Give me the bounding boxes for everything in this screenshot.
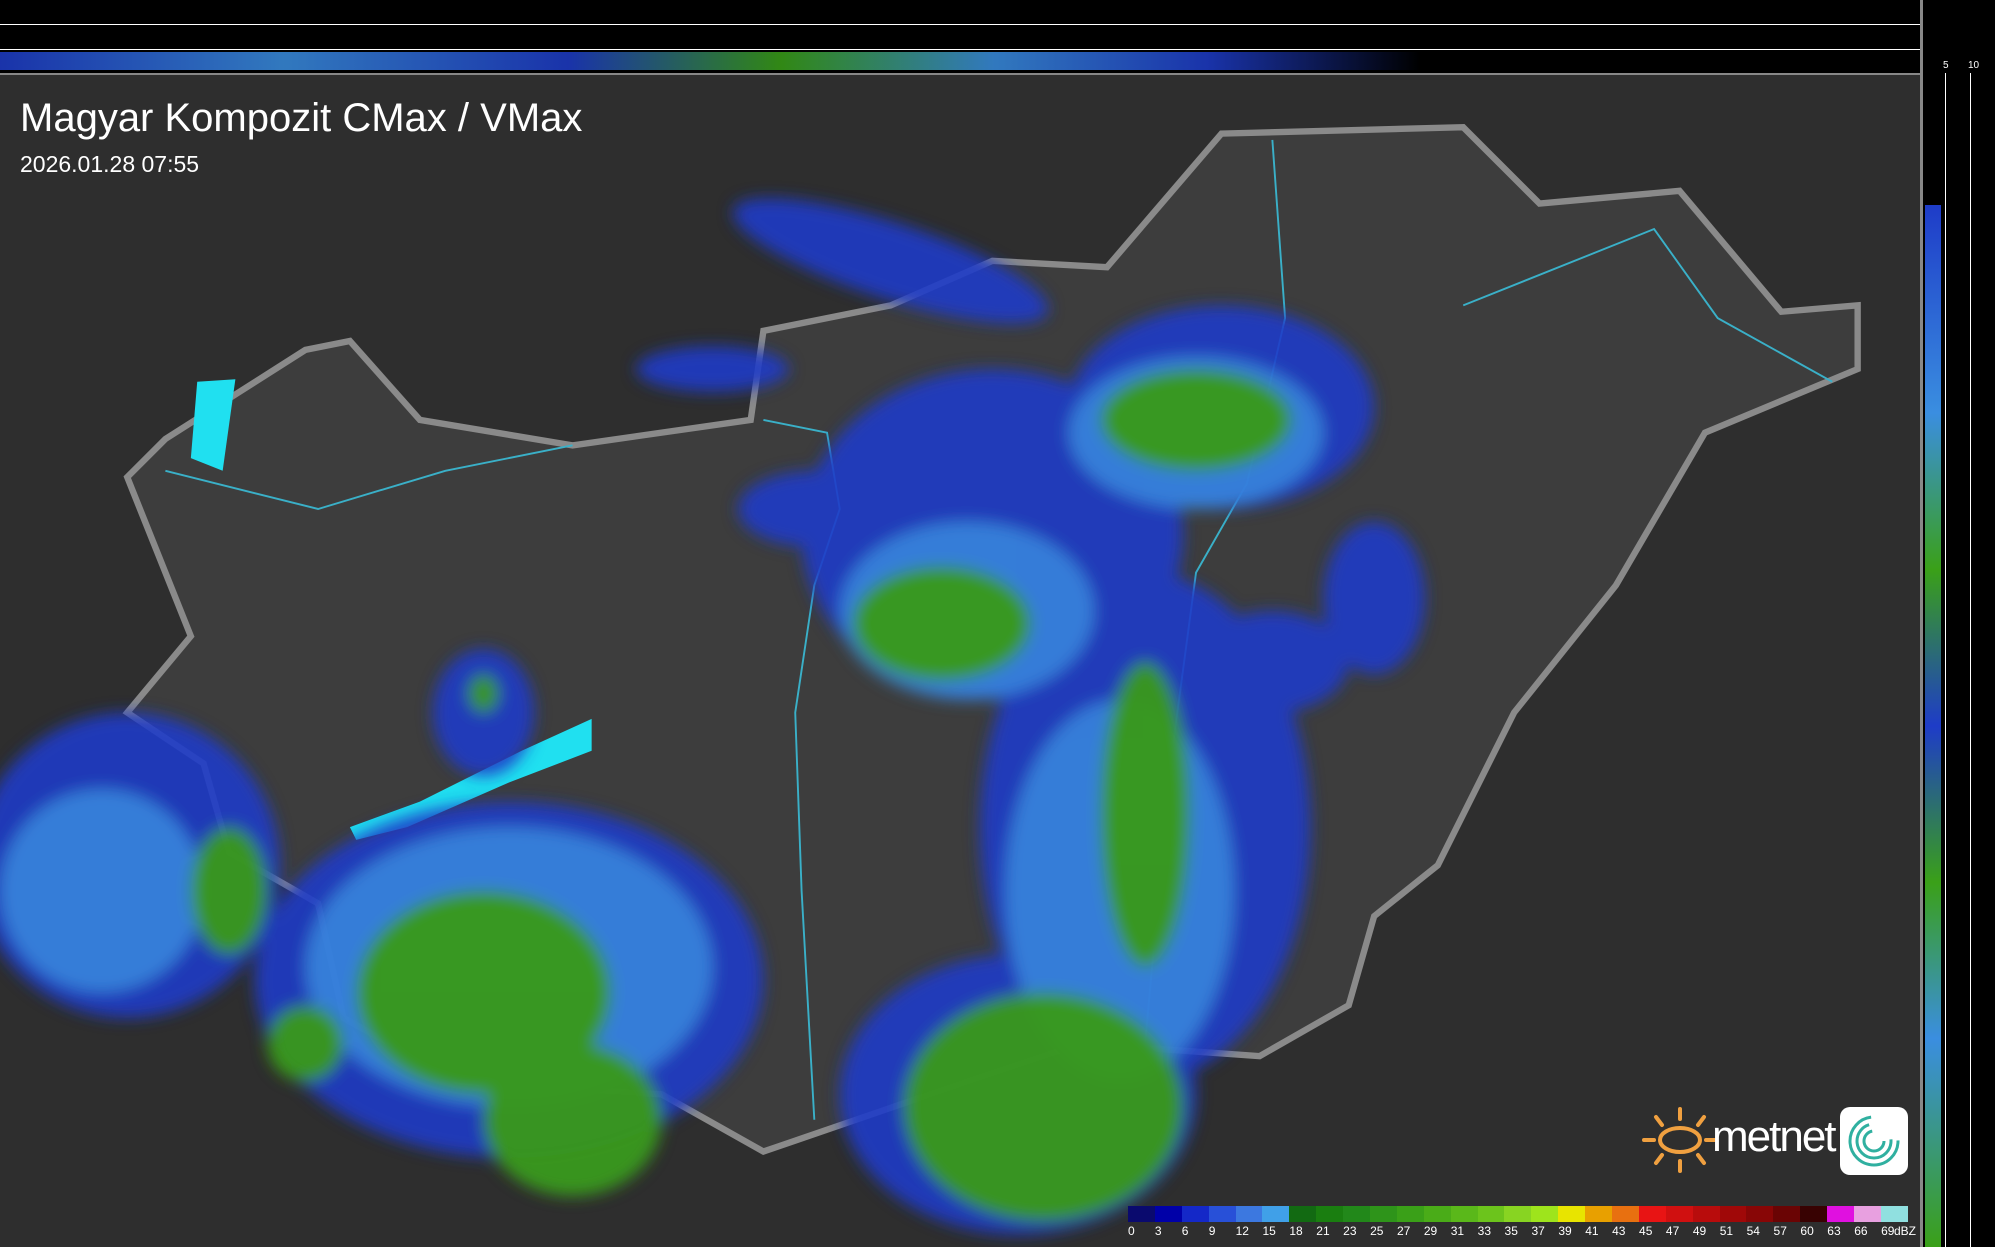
legend-swatch	[1181, 1206, 1209, 1222]
dbz-color-legend	[1128, 1206, 1908, 1222]
legend-labels: 0 3 6 9 12 15 18 21 23 25 27 29 31 33 35 37 39 41 43 45 47 49…	[1122, 1224, 1922, 1240]
legend-label: 51	[1719, 1224, 1734, 1238]
legend-label: 43	[1612, 1224, 1626, 1238]
legend-swatch	[1262, 1206, 1290, 1222]
lakes	[190, 379, 592, 840]
spiral-app-icon	[1840, 1107, 1908, 1175]
legend-swatch	[1343, 1206, 1371, 1222]
map-title: Magyar Kompozit CMax / VMax	[20, 96, 583, 140]
legend-label: 33	[1477, 1224, 1491, 1238]
legend-label: 66	[1854, 1224, 1868, 1238]
legend-label: 60	[1800, 1224, 1814, 1238]
legend-swatch	[1154, 1206, 1182, 1222]
grid-line	[1945, 73, 1946, 1247]
legend-swatch	[1773, 1206, 1801, 1222]
legend-label: 6	[1181, 1224, 1189, 1238]
metnet-sun-logo	[1642, 1107, 1718, 1173]
legend-label: 12	[1235, 1224, 1249, 1238]
legend-swatch	[1477, 1206, 1505, 1222]
legend-label: 3	[1154, 1224, 1162, 1238]
legend-label: 49	[1692, 1224, 1707, 1238]
legend-label: 54	[1746, 1224, 1760, 1238]
radar-map[interactable]	[0, 0, 1920, 1247]
legend-swatch	[1504, 1206, 1532, 1222]
legend-swatch	[1800, 1206, 1828, 1222]
legend-label: 37	[1531, 1224, 1545, 1238]
legend-swatch	[1612, 1206, 1639, 1222]
legend-swatch	[1531, 1206, 1559, 1222]
legend-swatch	[1585, 1206, 1613, 1222]
profile-echoes	[1925, 205, 1941, 1247]
legend-swatch	[1423, 1206, 1451, 1222]
legend-swatch	[1208, 1206, 1236, 1222]
legend-label: 15	[1262, 1224, 1276, 1238]
legend-label: 0	[1128, 1224, 1135, 1238]
legend-label: 35	[1504, 1224, 1518, 1238]
legend-swatch	[1235, 1206, 1263, 1222]
grid-line	[1970, 73, 1971, 1247]
legend-label: 69	[1881, 1224, 1895, 1238]
vertical-profile-right: 5 10	[1920, 0, 1995, 1247]
legend-swatch	[1746, 1206, 1774, 1222]
legend-swatch	[1827, 1206, 1855, 1222]
tick-label: 10	[1968, 60, 1980, 71]
legend-label: 63	[1827, 1224, 1841, 1238]
legend-swatch	[1450, 1206, 1478, 1222]
legend-swatch	[1370, 1206, 1397, 1222]
legend-label: 25	[1370, 1224, 1384, 1238]
legend-swatch	[1316, 1206, 1344, 1222]
legend-swatch	[1128, 1206, 1155, 1222]
legend-label: 9	[1208, 1224, 1216, 1238]
legend-label: 57	[1773, 1224, 1787, 1238]
tick-label: 5	[1943, 60, 1949, 71]
legend-label: 29	[1423, 1224, 1438, 1238]
legend-label: 41	[1585, 1224, 1599, 1238]
legend-label: 21	[1316, 1224, 1330, 1238]
legend-label: 27	[1396, 1224, 1411, 1238]
legend-swatch	[1396, 1206, 1424, 1222]
legend-swatch	[1692, 1206, 1720, 1222]
legend-swatch	[1719, 1206, 1747, 1222]
legend-swatch	[1289, 1206, 1317, 1222]
legend-unit: dBZ	[1894, 1224, 1917, 1238]
legend-swatch	[1854, 1206, 1881, 1222]
legend-swatch	[1665, 1206, 1693, 1222]
legend-swatch	[1880, 1206, 1908, 1222]
legend-label: 45	[1639, 1224, 1653, 1238]
profile-echoes	[0, 52, 1420, 70]
radar-echoes	[0, 198, 1426, 1235]
grid-line	[0, 49, 1920, 50]
legend-label: 18	[1289, 1224, 1303, 1238]
legend-label: 39	[1558, 1224, 1572, 1238]
vertical-profile-top: 10 5	[0, 0, 1935, 75]
grid-line	[0, 24, 1920, 25]
legend-label: 47	[1665, 1224, 1680, 1238]
metnet-logo-text: metnet	[1712, 1112, 1837, 1161]
legend-label: 23	[1343, 1224, 1357, 1238]
legend-swatch	[1558, 1206, 1586, 1222]
legend-label: 31	[1450, 1224, 1465, 1238]
timestamp: 2026.01.28 07:55	[20, 151, 200, 177]
legend-swatch	[1638, 1206, 1666, 1222]
